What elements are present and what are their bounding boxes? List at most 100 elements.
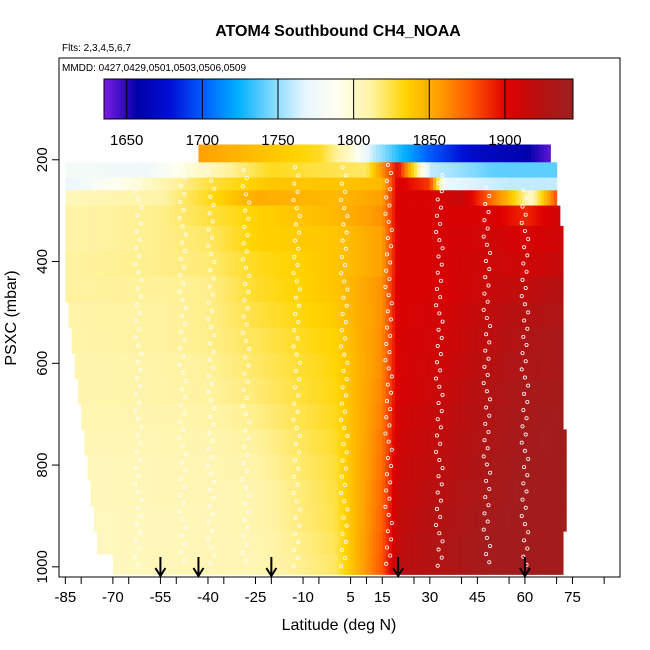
heatmap-cell [375, 205, 380, 227]
heatmap-cell [204, 454, 209, 481]
sample-point [523, 285, 528, 290]
heatmap-cell [290, 251, 295, 278]
heatmap-cell [356, 276, 361, 303]
heatmap-cell [141, 251, 146, 278]
heatmap-cell [382, 378, 387, 405]
heatmap-cell [537, 531, 542, 555]
heatmap-cell [150, 190, 155, 206]
sample-point [343, 173, 348, 178]
heatmap-cell [230, 162, 234, 178]
heatmap-cell [214, 225, 219, 252]
heatmap-cell [477, 404, 482, 430]
sample-point [241, 534, 246, 539]
heatmap-cell [467, 505, 472, 532]
heatmap-cell [394, 177, 399, 191]
heatmap-cell [474, 302, 478, 329]
sample-point [486, 503, 491, 508]
heatmap-cell [147, 276, 152, 303]
heatmap-cell [122, 276, 127, 303]
heatmap-cell [258, 251, 263, 278]
heatmap-cell [303, 327, 307, 354]
heatmap-cell [509, 276, 513, 303]
heatmap-cell [315, 505, 320, 532]
heatmap-cell [166, 177, 171, 191]
sample-point [434, 230, 439, 235]
heatmap-cell [246, 378, 250, 405]
heatmap-cell [271, 205, 276, 227]
heatmap-cell [337, 225, 342, 252]
heatmap-cell [467, 225, 472, 252]
heatmap-cell [106, 378, 111, 405]
heatmap-cell [173, 190, 177, 206]
sample-point [242, 444, 247, 449]
heatmap-cell [344, 327, 349, 354]
heatmap-cell [372, 480, 377, 507]
heatmap-cell [417, 205, 421, 227]
heatmap-cell [394, 327, 399, 354]
sample-point [524, 196, 529, 201]
heatmap-cell [233, 302, 238, 329]
heatmap-cell [448, 144, 453, 163]
heatmap-cell [306, 177, 310, 191]
heatmap-cell [388, 531, 393, 555]
heatmap-cell [509, 327, 513, 354]
heatmap-cell [312, 404, 317, 430]
heatmap-cell [299, 429, 304, 456]
sample-point [210, 292, 215, 297]
heatmap-cell [334, 302, 339, 329]
heatmap-cell [233, 505, 238, 532]
sample-point [484, 462, 489, 467]
heatmap-cell [540, 162, 545, 178]
sample-point [440, 319, 445, 324]
heatmap-cell [341, 327, 345, 354]
heatmap-cell [490, 554, 494, 575]
heatmap-cell [524, 554, 529, 575]
heatmap-cell [366, 454, 371, 481]
heatmap-cell [280, 429, 285, 456]
heatmap-cell [337, 353, 342, 379]
heatmap-cell [160, 404, 165, 430]
heatmap-cell [334, 225, 339, 252]
heatmap-cell [550, 177, 555, 191]
heatmap-cell [147, 480, 152, 507]
heatmap-cell [119, 225, 123, 252]
heatmap-cell [119, 531, 123, 555]
heatmap-cell [287, 225, 291, 252]
sample-point [294, 499, 299, 504]
heatmap-cell [299, 177, 304, 191]
heatmap-cell [543, 378, 548, 405]
heatmap-cell [312, 353, 317, 379]
heatmap-cell [246, 162, 250, 178]
heatmap-cell [547, 327, 551, 354]
sample-point [292, 474, 297, 479]
sample-point [293, 515, 298, 520]
heatmap-cell [188, 205, 193, 227]
sample-point [241, 387, 246, 392]
heatmap-cell [125, 505, 130, 532]
heatmap-cell [556, 404, 561, 430]
heatmap-cell [537, 554, 542, 575]
heatmap-cell [293, 531, 298, 555]
heatmap-cell [360, 353, 364, 379]
heatmap-cell [512, 205, 517, 227]
heatmap-cell [188, 327, 193, 354]
heatmap-cell [125, 480, 130, 507]
heatmap-cells [65, 144, 567, 575]
heatmap-cell [493, 454, 497, 481]
heatmap-cell [401, 531, 406, 555]
heatmap-cell [375, 554, 380, 575]
heatmap-cell [192, 162, 196, 178]
heatmap-cell [334, 144, 339, 163]
sample-point [434, 376, 439, 381]
heatmap-cell [176, 162, 181, 178]
heatmap-cell [534, 454, 539, 481]
heatmap-cell [391, 531, 396, 555]
heatmap-cell [471, 353, 475, 379]
heatmap-cell [477, 162, 482, 178]
heatmap-cell [236, 404, 241, 430]
heatmap-cell [74, 276, 79, 303]
heatmap-cell [426, 404, 431, 430]
heatmap-cell [112, 454, 117, 481]
heatmap-cell [382, 429, 387, 456]
